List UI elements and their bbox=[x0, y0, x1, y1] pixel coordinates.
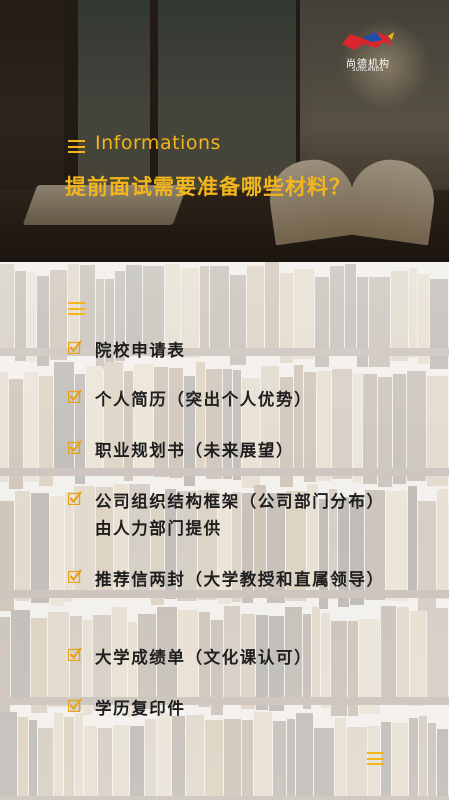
section-label: Informations bbox=[95, 132, 221, 154]
checklist-panel: 院校申请表 个人简历（突出个人优势） 职业规划书（未来展望） 公司组织结构框架（… bbox=[0, 262, 449, 800]
checklist-item: 个人简历（突出个人优势） bbox=[68, 386, 395, 413]
checklist-item: 职业规划书（未来展望） bbox=[68, 437, 395, 464]
brand-name-en: SUNLANDS bbox=[352, 67, 384, 73]
checkbox-check-icon bbox=[68, 569, 82, 583]
hero-window bbox=[70, 0, 300, 200]
bull-logo-icon bbox=[342, 32, 394, 50]
hamburger-icon bbox=[68, 140, 85, 153]
checkbox-check-icon bbox=[68, 491, 82, 505]
checklist-item-label: 职业规划书（未来展望） bbox=[95, 441, 295, 460]
hamburger-icon bbox=[68, 302, 85, 315]
checkbox-check-icon bbox=[68, 340, 82, 354]
checklist-item-label: 推荐信两封（大学教授和直属领导） bbox=[95, 570, 385, 589]
checkbox-check-icon bbox=[68, 440, 82, 454]
checklist-item-label: 公司组织结构框架（公司部门分布）由人力部门提供 bbox=[95, 492, 385, 538]
page-title: 提前面试需要准备哪些材料？ bbox=[65, 175, 351, 199]
brand-logo: 尚德机构 SUNLANDS bbox=[330, 28, 406, 74]
hamburger-icon bbox=[367, 752, 384, 765]
checklist-item: 大学成绩单（文化课认可） bbox=[68, 644, 395, 671]
checklist-item-label: 个人简历（突出个人优势） bbox=[95, 390, 313, 409]
background-overlay bbox=[0, 262, 449, 800]
checklist-item: 院校申请表 bbox=[68, 337, 395, 364]
checklist-item: 学历复印件 bbox=[68, 695, 395, 722]
checklist-item-label: 院校申请表 bbox=[95, 341, 186, 360]
checklist-item: 推荐信两封（大学教授和直属领导） bbox=[68, 566, 391, 593]
checklist-item-label: 大学成绩单（文化课认可） bbox=[95, 648, 313, 667]
checklist-item-label: 学历复印件 bbox=[95, 699, 186, 718]
checkbox-check-icon bbox=[68, 389, 82, 403]
brand-name-cn: 尚德机构 bbox=[346, 59, 390, 70]
hero-window-frame bbox=[64, 0, 78, 210]
checkbox-check-icon bbox=[68, 647, 82, 661]
checklist-item: 公司组织结构框架（公司部门分布）由人力部门提供 bbox=[68, 488, 391, 542]
hero-window-frame bbox=[150, 0, 158, 210]
hero-banner: 尚德机构 SUNLANDS Informations 提前面试需要准备哪些材料？ bbox=[0, 0, 449, 262]
checkbox-check-icon bbox=[68, 698, 82, 712]
